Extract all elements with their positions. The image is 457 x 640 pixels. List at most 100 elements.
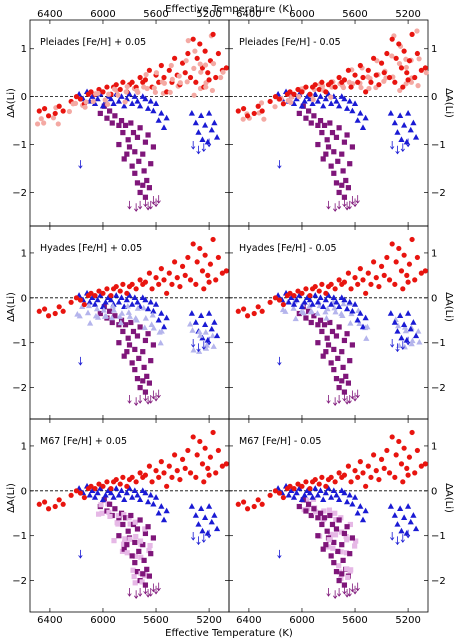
- circle-marker: [371, 55, 377, 61]
- triangle-marker: [192, 512, 199, 518]
- circle-marker: [235, 108, 241, 114]
- triangle-marker-shifted: [149, 311, 156, 318]
- triangle-marker: [118, 294, 125, 301]
- square-marker: [306, 108, 312, 114]
- square-marker: [116, 122, 122, 128]
- circle-marker: [341, 472, 348, 478]
- square-marker: [339, 542, 345, 548]
- square-marker: [343, 373, 349, 379]
- triangle-marker-shifted: [108, 314, 115, 321]
- triangle-marker-shifted: [300, 309, 307, 316]
- circle-marker: [124, 290, 130, 296]
- circle-marker: [404, 70, 410, 76]
- square-marker: [134, 376, 141, 382]
- circle-marker: [365, 67, 371, 73]
- circle-marker: [259, 108, 265, 114]
- circle-marker: [406, 261, 413, 267]
- square-marker: [347, 358, 353, 364]
- triangle-marker: [97, 292, 104, 298]
- triangle-marker: [403, 138, 410, 145]
- circle-marker: [251, 503, 257, 510]
- circle-marker: [88, 89, 94, 95]
- circle-marker-shifted: [191, 65, 197, 71]
- square-marker: [148, 161, 154, 167]
- square-marker: [142, 582, 149, 588]
- limit-arrow: [156, 582, 161, 592]
- circle-marker: [124, 483, 130, 489]
- triangle-marker-shifted: [363, 335, 370, 341]
- triangle-marker: [346, 491, 353, 498]
- square-marker: [315, 515, 321, 521]
- circle-marker: [108, 292, 114, 299]
- x-tick-label: 5600: [342, 9, 367, 20]
- circle-marker: [267, 299, 273, 305]
- top-axis-title: Effective Temperature (K): [165, 4, 293, 15]
- circle-marker: [201, 479, 207, 485]
- triangle-marker: [341, 296, 348, 303]
- triangle-marker: [338, 487, 345, 494]
- circle-marker-shifted: [90, 98, 96, 105]
- limit-arrow: [156, 389, 161, 399]
- triangle-marker: [304, 93, 311, 99]
- circle-marker: [199, 268, 206, 274]
- circle-marker: [307, 91, 313, 97]
- square-marker: [128, 319, 134, 326]
- circle-marker: [400, 479, 406, 485]
- circle-marker: [68, 299, 74, 305]
- triangle-marker: [359, 516, 367, 523]
- square-marker: [344, 331, 350, 337]
- triangle-marker: [362, 507, 369, 514]
- panel: 6400 6000 5600 5200 1 0 −1 −2 M67 [Fe/H] - 0.05: [228, 418, 446, 626]
- square-marker: [336, 189, 342, 196]
- circle-marker: [398, 65, 405, 71]
- triangle-marker: [290, 100, 298, 107]
- limit-arrow: [137, 200, 143, 210]
- limit-arrow: [153, 198, 159, 208]
- circle-marker-shifted: [261, 116, 267, 122]
- triangle-marker: [333, 298, 340, 305]
- square-marker: [146, 185, 152, 191]
- triangle-marker-shifted: [85, 302, 93, 309]
- circle-marker: [153, 468, 159, 474]
- y-tick-label: −2: [12, 383, 27, 394]
- triangle-marker: [407, 518, 414, 525]
- square-marker: [327, 512, 333, 519]
- square-marker: [306, 501, 312, 507]
- circle-marker: [378, 263, 385, 269]
- square-marker: [317, 118, 324, 124]
- square-marker-shifted: [115, 521, 121, 527]
- triangle-marker: [129, 100, 136, 107]
- circle-marker: [235, 501, 241, 507]
- circle-marker: [158, 62, 164, 69]
- triangle-marker: [202, 321, 209, 327]
- limit-arrow: [400, 143, 405, 153]
- triangle-marker-shifted: [202, 328, 209, 335]
- circle-marker: [405, 279, 411, 285]
- square-marker-shifted: [122, 536, 128, 542]
- x-tick-label: 5200: [395, 9, 420, 20]
- panel: 6400 6000 5600 5200 1 0 −1 −2 Pleiades [Fe/H] + …: [12, 9, 230, 227]
- triangle-marker: [213, 133, 221, 140]
- triangle-marker: [312, 485, 319, 491]
- circle-marker-shifted: [396, 60, 403, 67]
- square-marker: [325, 342, 332, 348]
- triangle-marker-shifted: [124, 302, 131, 309]
- circle-marker-shifted: [176, 73, 182, 79]
- circle-marker: [240, 306, 247, 312]
- circle-marker-shifted: [358, 84, 364, 91]
- circle-marker: [223, 65, 229, 71]
- triangle-marker: [139, 294, 146, 301]
- circle-marker: [378, 60, 385, 66]
- circle-marker: [316, 288, 322, 294]
- limit-arrow: [333, 590, 338, 599]
- circle-marker: [133, 479, 139, 485]
- triangle-marker: [131, 93, 138, 99]
- square-marker: [150, 144, 156, 150]
- circle-marker: [197, 438, 203, 445]
- triangle-marker: [349, 500, 356, 507]
- triangle-marker: [142, 489, 149, 496]
- circle-marker: [363, 290, 369, 296]
- triangle-marker-shifted: [189, 327, 196, 333]
- triangle-marker: [160, 516, 168, 523]
- circle-marker-shifted: [115, 92, 121, 98]
